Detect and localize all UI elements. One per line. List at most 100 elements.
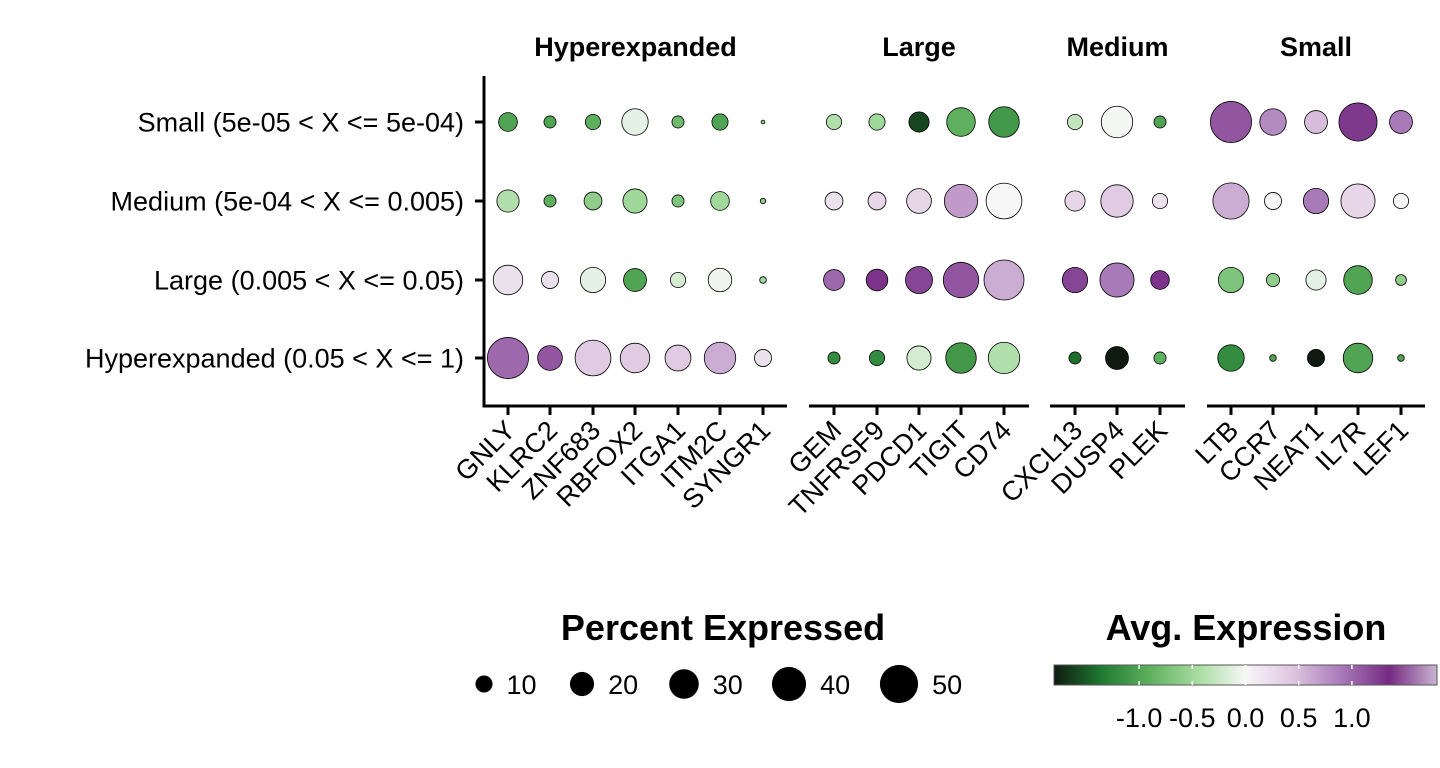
size-legend-dot-50 xyxy=(879,664,919,704)
size-legend: Percent Expressed 10 20 30 40 50 xyxy=(475,607,962,704)
dot-cxcl13-row-4 xyxy=(1068,351,1082,365)
dot-klrc2-row-3 xyxy=(541,271,559,289)
dot-gem-row-1 xyxy=(825,113,843,131)
dot-cxcl13-row-1 xyxy=(1066,113,1084,131)
color-legend-label-3: 0.0 xyxy=(1227,703,1265,733)
dot-rbfox2-row-1 xyxy=(621,108,649,136)
color-legend-label-5: 1.0 xyxy=(1333,703,1371,733)
size-legend-label-10: 10 xyxy=(507,670,537,700)
axes xyxy=(475,76,1425,415)
dot-dusp4-row-4 xyxy=(1105,346,1129,370)
dot-gem-row-3 xyxy=(823,269,845,291)
dot-gem-row-2 xyxy=(824,191,844,211)
dot-neat1-row-1 xyxy=(1304,110,1328,134)
size-legend-dot-20 xyxy=(569,671,595,697)
row-label-2: Medium (5e-04 < X <= 0.005) xyxy=(111,187,464,217)
color-legend-label-1: -1.0 xyxy=(1116,703,1163,733)
dot-tigit-row-4 xyxy=(945,342,977,374)
size-legend-dot-30 xyxy=(669,669,699,699)
dot-ccr7-row-1 xyxy=(1259,108,1287,136)
dot-itm2c-row-1 xyxy=(711,113,729,131)
row-label-1: Small (5e-05 < X <= 5e-04) xyxy=(138,108,464,138)
size-legend-title: Percent Expressed xyxy=(561,607,885,648)
facet-title-hyperexpanded: Hyperexpanded xyxy=(534,32,737,62)
dot-il7r-row-4 xyxy=(1342,342,1374,374)
dot-il7r-row-3 xyxy=(1343,265,1373,295)
dot-itm2c-row-2 xyxy=(710,191,730,211)
dot-klrc2-row-4 xyxy=(537,345,563,371)
dot-rbfox2-row-2 xyxy=(622,188,648,214)
dot-znf683-row-4 xyxy=(574,339,612,377)
row-labels: Small (5e-05 < X <= 5e-04) Medium (5e-04 … xyxy=(85,108,464,374)
dot-cxcl13-row-3 xyxy=(1061,266,1089,294)
dot-lef1-row-4 xyxy=(1397,354,1405,362)
dot-tnfrsf9-row-3 xyxy=(865,268,889,292)
size-legend-label-20: 20 xyxy=(608,670,638,700)
dot-tnfrsf9-row-1 xyxy=(868,113,886,131)
dot-gnly-row-4 xyxy=(487,337,529,379)
dot-tigit-row-1 xyxy=(946,107,976,137)
dot-gnly-row-1 xyxy=(498,112,518,132)
size-legend-dot-40 xyxy=(771,666,807,702)
dot-ccr7-row-4 xyxy=(1269,354,1277,362)
dot-ccr7-row-2 xyxy=(1264,192,1282,210)
row-label-3: Large (0.005 < X <= 0.05) xyxy=(154,266,464,296)
color-legend-label-2: -0.5 xyxy=(1169,703,1216,733)
dot-cd74-row-1 xyxy=(988,106,1020,138)
dot-pdcd1-row-3 xyxy=(905,266,933,294)
row-label-4: Hyperexpanded (0.05 < X <= 1) xyxy=(85,344,464,374)
dot-tnfrsf9-row-2 xyxy=(867,191,887,211)
dot-ccr7-row-3 xyxy=(1265,272,1281,288)
color-legend: Avg. Expression -1.0 -0.5 0.0 0.5 1.0 xyxy=(1053,607,1438,733)
dot-syngr1-row-4 xyxy=(754,349,772,367)
dot-pdcd1-row-1 xyxy=(908,111,930,133)
dot-neat1-row-2 xyxy=(1302,187,1330,215)
dot-itga1-row-3 xyxy=(669,271,687,289)
dot-lef1-row-2 xyxy=(1392,192,1410,210)
dot-tigit-row-3 xyxy=(942,261,980,299)
dot-dusp4-row-1 xyxy=(1100,105,1134,139)
dot-gem-row-4 xyxy=(827,351,841,365)
dot-plek-row-3 xyxy=(1150,270,1170,290)
dot-rbfox2-row-4 xyxy=(619,342,651,374)
size-legend-label-50: 50 xyxy=(932,670,962,700)
dot-pdcd1-row-4 xyxy=(906,345,932,371)
dot-gnly-row-3 xyxy=(492,264,524,296)
dot-lef1-row-3 xyxy=(1395,274,1407,286)
size-legend-label-40: 40 xyxy=(820,670,850,700)
dot-lef1-row-1 xyxy=(1389,110,1413,134)
dot-cd74-row-4 xyxy=(987,341,1021,375)
dot-plek-row-1 xyxy=(1153,115,1167,129)
dot-ltb-row-3 xyxy=(1217,266,1245,294)
dot-znf683-row-3 xyxy=(579,266,607,294)
dot-ltb-row-1 xyxy=(1210,101,1252,143)
dot-itga1-row-2 xyxy=(671,194,685,208)
dot-znf683-row-2 xyxy=(583,191,603,211)
dot-itga1-row-4 xyxy=(664,344,692,372)
facet-title-large: Large xyxy=(882,32,956,62)
facet-titles: Hyperexpanded Large Medium Small xyxy=(534,32,1352,62)
dot-il7r-row-1 xyxy=(1338,102,1378,142)
dot-itga1-row-1 xyxy=(671,115,685,129)
dot-pdcd1-row-2 xyxy=(906,188,932,214)
dot-ltb-row-4 xyxy=(1217,344,1245,372)
dot-rbfox2-row-3 xyxy=(623,268,647,292)
dot-tigit-row-2 xyxy=(943,183,979,219)
dot-neat1-row-4 xyxy=(1307,349,1325,367)
dot-ltb-row-2 xyxy=(1212,182,1250,220)
dot-cd74-row-2 xyxy=(985,182,1023,220)
color-legend-title: Avg. Expression xyxy=(1106,607,1387,648)
facet-title-medium: Medium xyxy=(1066,32,1168,62)
dot-tnfrsf9-row-4 xyxy=(868,349,886,367)
facet-title-small: Small xyxy=(1280,32,1352,62)
dot-itm2c-row-4 xyxy=(703,341,737,375)
dots xyxy=(487,101,1413,379)
dot-syngr1-row-2 xyxy=(759,197,767,205)
dot-plek-row-4 xyxy=(1153,351,1167,365)
dot-cxcl13-row-2 xyxy=(1064,190,1086,212)
dot-dusp4-row-3 xyxy=(1099,262,1135,298)
size-legend-label-30: 30 xyxy=(713,670,743,700)
dot-znf683-row-1 xyxy=(584,113,602,131)
